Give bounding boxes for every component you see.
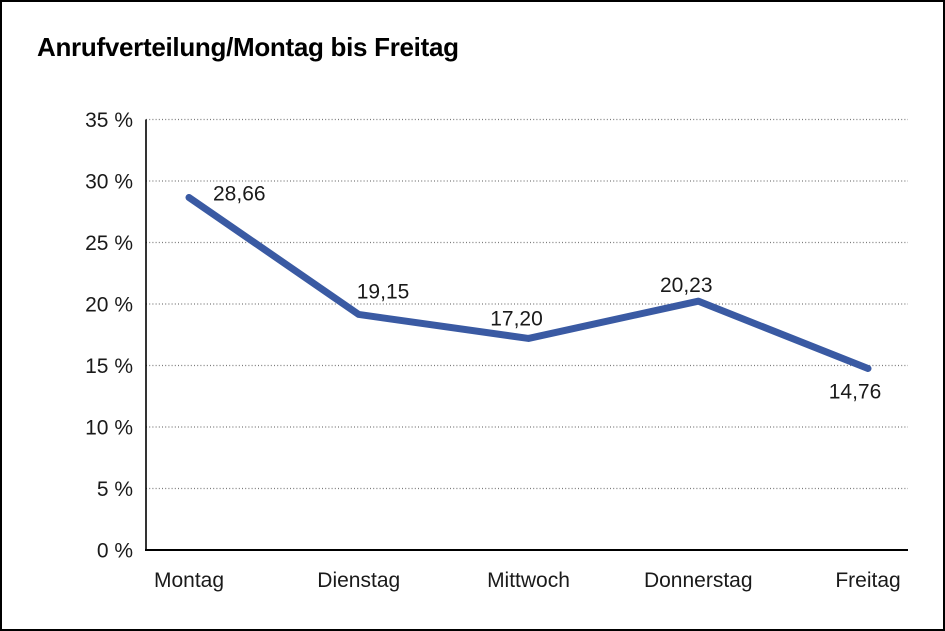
y-tick-label: 35 % [85,109,133,132]
y-tick-label: 30 % [85,171,133,194]
x-category-label: Mittwoch [487,569,570,592]
x-category-label: Freitag [835,569,900,592]
value-label: 14,76 [829,380,882,403]
y-tick-label: 10 % [85,417,133,440]
x-category-label: Dienstag [317,569,400,592]
value-label: 28,66 [213,182,266,205]
chart-title: Anrufverteilung/Montag bis Freitag [37,32,459,62]
x-category-label: Montag [154,569,224,592]
y-tick-label: 5 % [97,478,133,501]
y-tick-label: 15 % [85,355,133,378]
y-tick-label: 25 % [85,232,133,255]
y-tick-label: 0 % [97,540,133,563]
value-label: 19,15 [357,280,410,303]
value-label: 20,23 [660,274,713,297]
data-line [185,193,872,372]
y-tick-label: 20 % [85,294,133,317]
value-label: 17,20 [490,307,543,330]
x-category-label: Donnerstag [644,569,753,592]
